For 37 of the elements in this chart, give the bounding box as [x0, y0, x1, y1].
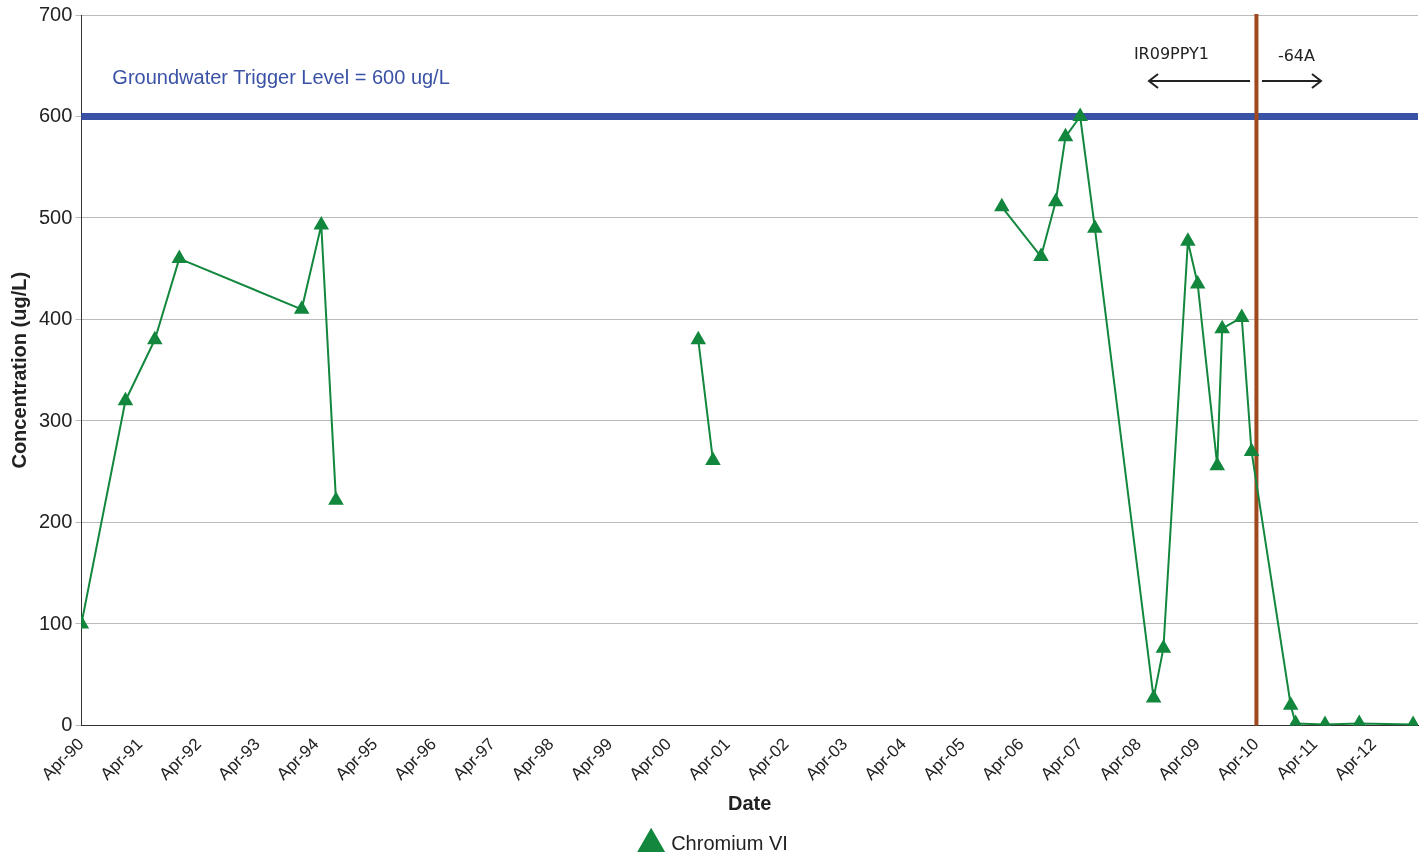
point	[994, 198, 1009, 212]
point	[691, 331, 706, 345]
legend-label: Chromium VI	[671, 831, 788, 854]
annotation: -64A	[1277, 46, 1316, 66]
point	[1073, 108, 1088, 121]
y-tick-label: 200	[38, 510, 73, 533]
point	[1156, 640, 1171, 653]
y-tick-label: 600	[38, 104, 73, 127]
annotation: IR09PPY1	[1133, 44, 1209, 64]
point	[1234, 309, 1249, 322]
point	[118, 392, 133, 406]
point	[1215, 320, 1230, 334]
point	[328, 492, 344, 505]
y-tick-label: 300	[38, 408, 73, 431]
point	[172, 250, 187, 264]
point	[294, 301, 309, 314]
y-tick-label: 400	[38, 307, 73, 330]
point	[1180, 233, 1195, 246]
point	[314, 217, 329, 230]
point	[1210, 457, 1225, 471]
y-tick-label: 100	[38, 611, 73, 634]
point	[1058, 128, 1073, 142]
y-tick-label: 500	[38, 205, 73, 228]
ref-line-label: Groundwater Trigger Level = 600 ug/L	[112, 66, 450, 89]
point	[1048, 193, 1063, 207]
point	[1244, 443, 1259, 456]
point	[147, 331, 162, 345]
y-axis-title: Concentration (ug/L)	[7, 271, 30, 469]
point	[1283, 697, 1298, 710]
point	[1146, 690, 1161, 703]
x-axis-title: Date	[728, 791, 772, 814]
point	[705, 452, 721, 466]
y-tick-label: 0	[61, 713, 73, 736]
y-tick-label: 700	[38, 2, 73, 25]
point	[1190, 275, 1205, 289]
point	[1087, 220, 1102, 233]
point	[1033, 248, 1049, 262]
